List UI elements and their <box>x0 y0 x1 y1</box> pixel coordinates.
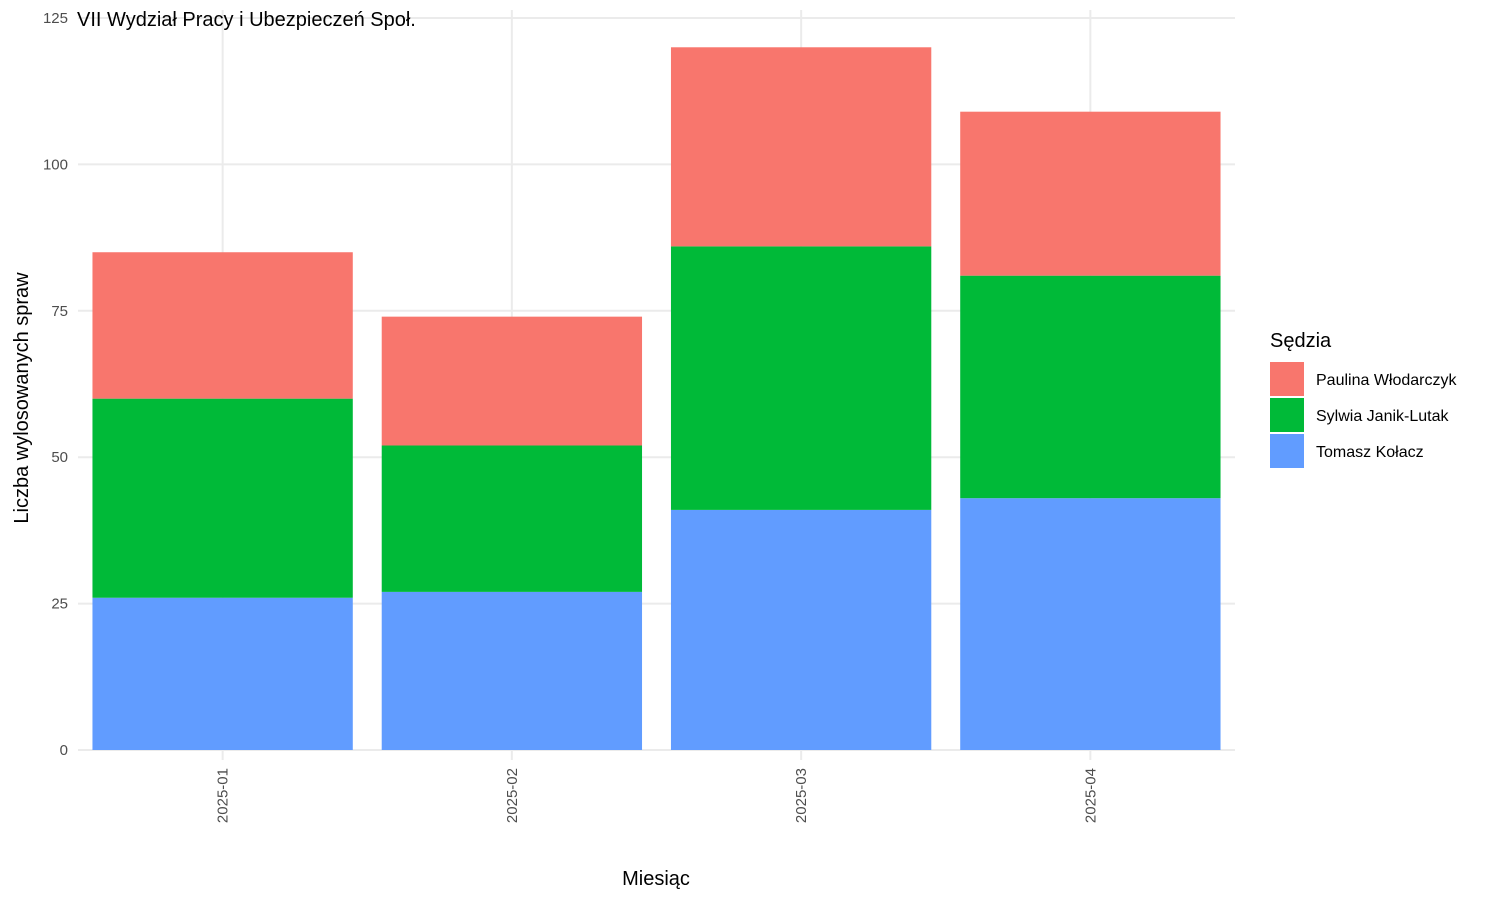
bar-segment <box>670 47 932 247</box>
y-tick-label: 100 <box>43 156 68 173</box>
y-axis-ticks: 0 25 50 75 100 125 <box>43 10 68 759</box>
y-axis-title: Liczba wylosowanych spraw <box>11 272 33 524</box>
bar-segment <box>960 498 1221 750</box>
bars <box>92 47 1221 750</box>
y-tick-label: 125 <box>43 10 68 27</box>
bar-segment <box>92 252 353 399</box>
x-tick-label: 2025-04 <box>1082 768 1099 823</box>
bar-segment <box>381 445 643 592</box>
bar-segment <box>670 509 932 750</box>
y-tick-label: 25 <box>51 596 68 613</box>
legend-label: Paulina Włodarczyk <box>1316 372 1458 389</box>
bar-segment <box>92 597 353 750</box>
bar-segment <box>960 111 1221 276</box>
legend: Sędzia Paulina Włodarczyk Sylwia Janik-Lu… <box>1270 330 1458 468</box>
x-tick-label: 2025-03 <box>793 768 810 823</box>
bar-segment <box>670 246 932 510</box>
legend-label: Tomasz Kołacz <box>1316 444 1424 461</box>
x-tick-label: 2025-02 <box>504 768 521 823</box>
legend-swatch <box>1270 362 1304 396</box>
legend-title: Sędzia <box>1270 330 1332 352</box>
x-tick-label: 2025-01 <box>215 768 232 823</box>
legend-swatch <box>1270 434 1304 468</box>
y-tick-label: 50 <box>51 449 68 466</box>
y-tick-label: 0 <box>60 742 68 759</box>
x-axis-ticks: 2025-01 2025-02 2025-03 2025-04 <box>215 768 1100 823</box>
y-tick-label: 75 <box>51 303 68 320</box>
legend-label: Sylwia Janik-Lutak <box>1316 408 1450 425</box>
bar-segment <box>381 591 643 750</box>
legend-items: Paulina Włodarczyk Sylwia Janik-Lutak Toma… <box>1270 362 1458 468</box>
chart-title: VII Wydział Pracy i Ubezpieczeń Społ. <box>77 9 416 31</box>
bar-segment <box>381 316 643 446</box>
bar-segment <box>92 398 353 598</box>
legend-swatch <box>1270 398 1304 432</box>
x-axis-title: Miesiąc <box>622 868 690 890</box>
bar-segment <box>960 275 1221 499</box>
